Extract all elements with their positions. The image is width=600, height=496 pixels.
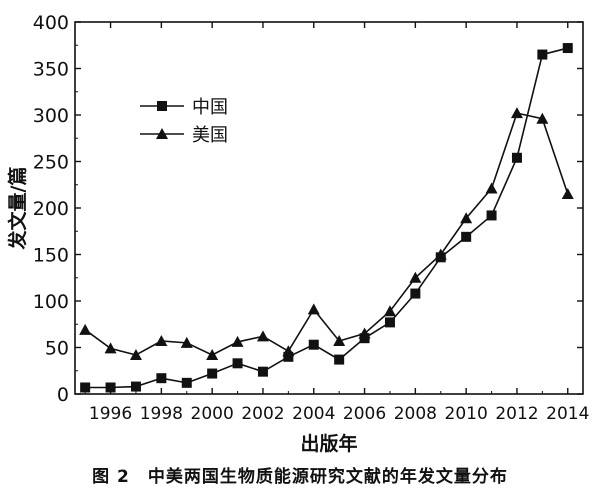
- series-1-point: [461, 231, 472, 242]
- series-2-point: [536, 112, 549, 124]
- series-2-point: [333, 334, 346, 346]
- series-2-point: [307, 303, 320, 315]
- series-1-point: [156, 373, 167, 384]
- series-line-2: [84, 112, 569, 356]
- series-2-point: [561, 188, 574, 200]
- x-tick-label: 2000: [191, 404, 234, 424]
- x-axis-title: 出版年: [300, 432, 357, 455]
- x-tick-label: 2010: [445, 404, 488, 424]
- series-1-point: [130, 381, 141, 392]
- y-tick-label: 0: [57, 384, 69, 406]
- series-1-point: [283, 351, 294, 362]
- series-1-point: [410, 288, 421, 299]
- y-tick-label: 200: [33, 198, 69, 220]
- series-2-point: [206, 348, 219, 360]
- legend-label-2: 美国: [192, 125, 228, 146]
- series-1-point: [181, 377, 192, 388]
- x-tick-label: 1998: [140, 404, 183, 424]
- series-1-point: [486, 210, 497, 221]
- series-2-point: [155, 334, 168, 346]
- series-2-point: [485, 182, 498, 194]
- series-2-point: [358, 327, 371, 339]
- legend-marker-1: [157, 101, 167, 111]
- y-tick-label: 100: [33, 291, 69, 313]
- x-tick-label: 2014: [546, 404, 589, 424]
- series-1-point: [562, 43, 573, 54]
- y-axis-title: 发文量/篇: [6, 167, 29, 251]
- series-1-point: [257, 366, 268, 377]
- series-2-point: [104, 342, 117, 354]
- series-2-point: [231, 335, 244, 347]
- series-2-point: [256, 330, 269, 342]
- series-1-point: [80, 382, 91, 393]
- series-2-point: [510, 107, 523, 119]
- legend-label-1: 中国: [192, 97, 228, 118]
- y-tick-label: 250: [33, 152, 69, 174]
- series-1-point: [308, 339, 319, 350]
- series-1-point: [105, 382, 116, 393]
- legend-marker-2: [156, 128, 168, 139]
- series-2-point: [282, 345, 295, 357]
- y-tick-label: 400: [33, 12, 69, 34]
- series-2-point: [129, 348, 142, 360]
- series-2-point: [79, 323, 92, 335]
- x-tick-label: 2012: [495, 404, 538, 424]
- series-1-point: [537, 49, 548, 60]
- y-tick-label: 150: [33, 245, 69, 267]
- series-2-point: [180, 336, 193, 348]
- plot-frame: [74, 21, 584, 395]
- y-tick-label: 350: [33, 59, 69, 81]
- y-tick-label: 50: [45, 338, 69, 360]
- figure-caption: 图 2 中美两国生物质能源研究文献的年发文量分布: [92, 467, 508, 487]
- line-chart: 0 50 100 150 200 250 300 350 400 1996 1998 2000 2002…: [6, 12, 589, 455]
- y-tick-label: 300: [33, 105, 69, 127]
- series-2-point: [383, 305, 396, 317]
- x-tick-label: 2008: [394, 404, 437, 424]
- x-tick-label: 2006: [343, 404, 386, 424]
- x-tick-label: 2002: [241, 404, 284, 424]
- series-1-point: [334, 354, 345, 365]
- series-2-point: [409, 271, 422, 283]
- series-2-point: [460, 212, 473, 224]
- series-1-point: [384, 317, 395, 328]
- series-1-point: [511, 152, 522, 163]
- series-1-point: [232, 358, 243, 369]
- x-tick-label: 2004: [292, 404, 335, 424]
- series-2-point: [434, 248, 447, 260]
- series-1-point: [207, 368, 218, 379]
- x-tick-label: 1996: [89, 404, 132, 424]
